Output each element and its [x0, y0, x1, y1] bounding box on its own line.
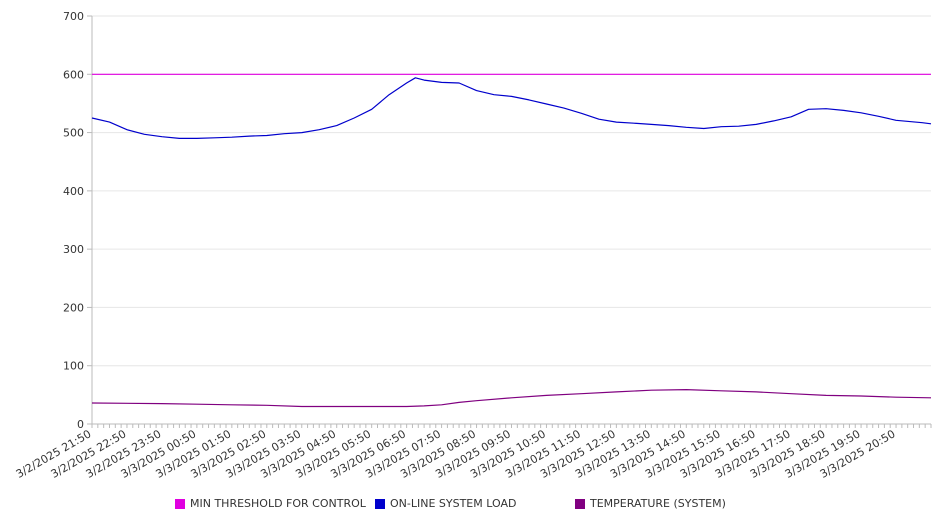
legend-label-threshold: MIN THRESHOLD FOR CONTROL: [190, 497, 366, 510]
y-tick-label: 500: [63, 127, 84, 140]
legend-swatch-threshold: [175, 498, 185, 509]
y-tick-label: 600: [63, 68, 84, 81]
legend-swatch-system-load: [375, 498, 385, 509]
y-tick-label: 700: [63, 10, 84, 23]
y-tick-label: 300: [63, 243, 84, 256]
y-tick-label: 400: [63, 185, 84, 198]
legend-label-temperature: TEMPERATURE (SYSTEM): [590, 497, 726, 510]
legend-item-threshold[interactable]: MIN THRESHOLD FOR CONTROL: [175, 497, 366, 510]
legend: MIN THRESHOLD FOR CONTROL ON-LINE SYSTEM…: [0, 497, 946, 515]
series-line-system-load: [91, 77, 932, 139]
y-tick-label: 200: [63, 301, 84, 314]
legend-swatch-temperature: [575, 498, 585, 509]
legend-item-system-load[interactable]: ON-LINE SYSTEM LOAD: [375, 497, 516, 510]
y-tick-label: 0: [77, 418, 84, 431]
series-line-temperature: [91, 389, 932, 408]
y-tick-label: 100: [63, 360, 84, 373]
legend-item-temperature[interactable]: TEMPERATURE (SYSTEM): [575, 497, 726, 510]
legend-label-system-load: ON-LINE SYSTEM LOAD: [390, 497, 517, 510]
